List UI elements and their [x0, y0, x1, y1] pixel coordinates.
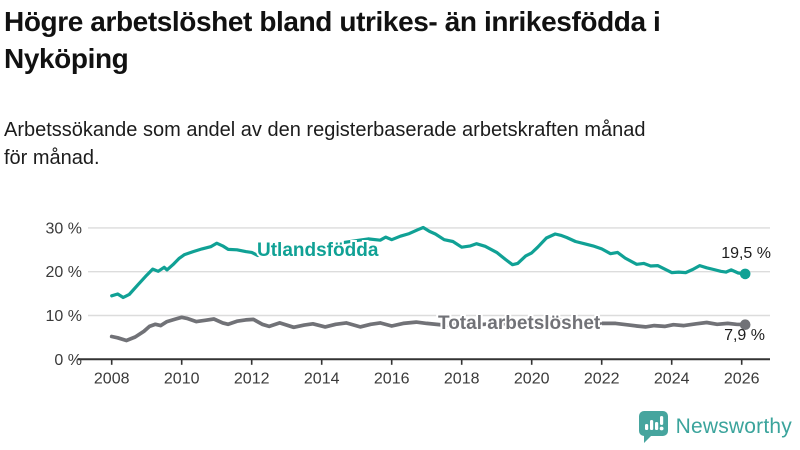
- series-inline-label: Utlandsfödda: [257, 240, 379, 261]
- x-tick-label: 2020: [514, 370, 550, 387]
- series-line-utlandsfodda: [110, 225, 747, 300]
- chart-title: Högre arbetslöshet bland utrikes- än inr…: [4, 6, 661, 74]
- x-tick-label: 2022: [584, 370, 620, 387]
- series-inline-labels: Utlandsfödda Total arbetslöshet: [255, 238, 603, 336]
- x-tick-label: 2016: [374, 370, 410, 387]
- x-tick-label: 2014: [304, 370, 340, 387]
- x-tick-label: 2008: [94, 370, 130, 387]
- series-value-label: 7,9 %: [724, 327, 765, 344]
- series-end-dot: [739, 268, 751, 280]
- x-axis-labels: 2008 2010 2012 2014 2016 2018 2020 2022 2024 2026: [94, 370, 760, 387]
- y-tick-label: 0 %: [54, 352, 82, 369]
- gridlines: [88, 227, 770, 317]
- series-value-label: 19,5 %: [721, 245, 771, 262]
- y-axis-labels: 0 % 10 % 20 % 30 %: [46, 220, 82, 368]
- newsworthy-branding: Newsworthy: [638, 410, 792, 444]
- x-tick-label: 2012: [234, 370, 270, 387]
- y-tick-label: 10 %: [46, 308, 82, 325]
- y-tick-label: 30 %: [46, 220, 82, 237]
- x-tick-label: 2024: [654, 370, 690, 387]
- series-lines: [109, 225, 748, 343]
- series-end-dots: [739, 268, 751, 330]
- brand-name: Newsworthy: [675, 415, 792, 438]
- series-end-dot: [739, 319, 751, 330]
- series-inline-label: Total arbetslöshet: [438, 313, 601, 334]
- chart-subtitle: Arbetssökande som andel av den registerb…: [4, 119, 646, 170]
- x-tick-label: 2018: [444, 370, 480, 387]
- x-axis: [78, 358, 770, 365]
- x-tick-label: 2010: [164, 370, 200, 387]
- newsworthy-chart-speech-bubble-icon: [638, 411, 668, 443]
- series-line-total: [109, 315, 748, 343]
- y-tick-label: 20 %: [46, 264, 82, 281]
- x-tick-label: 2026: [724, 370, 760, 387]
- series-value-labels: 19,5 % 7,9 %: [721, 245, 771, 344]
